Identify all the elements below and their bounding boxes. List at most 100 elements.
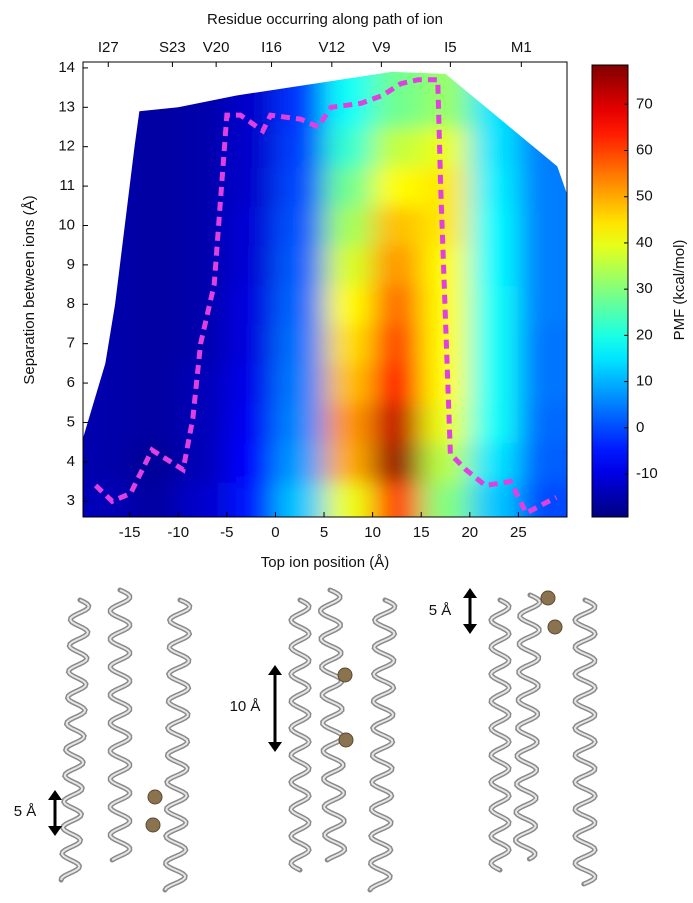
helix xyxy=(107,587,133,863)
pmf-cell xyxy=(324,323,374,365)
pmf-cell xyxy=(372,127,423,168)
pmf-cell xyxy=(518,481,567,518)
molecular-panels xyxy=(48,587,598,893)
pmf-cell xyxy=(129,205,180,247)
plot-frame xyxy=(82,61,568,518)
pmf-cell xyxy=(518,442,567,483)
pmf-cell xyxy=(372,363,423,404)
pmf-cell xyxy=(372,323,423,365)
pmf-cell xyxy=(518,284,567,325)
x-tick-label: 10 xyxy=(364,524,381,541)
pmf-cell xyxy=(83,127,131,168)
helix-highlight xyxy=(369,599,396,891)
contour-field xyxy=(83,71,567,518)
y-tick-label: 9 xyxy=(67,256,75,273)
colorbar xyxy=(591,64,629,518)
pmf-cell xyxy=(129,323,180,365)
pmf-cell xyxy=(518,402,567,444)
pmf-cell xyxy=(275,323,326,365)
ion xyxy=(338,732,354,748)
pmf-cell xyxy=(275,442,326,483)
pmf-cell xyxy=(275,402,326,444)
pmf-cell xyxy=(83,402,131,444)
arrow-head xyxy=(268,742,282,752)
distance-label: 5 Å xyxy=(429,602,452,619)
colorbar-label: PMF (kcal/mol) xyxy=(671,240,688,341)
top-tick-label: I16 xyxy=(261,39,282,56)
pmf-cell xyxy=(226,402,277,444)
y-tick-label: 6 xyxy=(67,374,75,391)
pmf-cell xyxy=(469,284,520,325)
colorbar-tick-label: 70 xyxy=(636,95,653,112)
pmf-cell xyxy=(469,402,520,444)
pmf-cell xyxy=(178,127,228,168)
y-tick-label: 5 xyxy=(67,413,75,430)
pmf-cell xyxy=(324,245,374,286)
pmf-cell xyxy=(226,363,277,404)
pmf-cell xyxy=(372,402,423,444)
pmf-cell xyxy=(324,363,374,404)
x-axis-label: Top ion position (Å) xyxy=(261,554,389,571)
pmf-cell xyxy=(372,166,423,207)
pmf-cell xyxy=(469,166,520,207)
pmf-cell xyxy=(275,127,326,168)
pmf-cell xyxy=(275,245,326,286)
pmf-cell xyxy=(469,323,520,365)
pmf-cell xyxy=(421,166,471,207)
pmf-cell xyxy=(469,481,520,518)
arrow-head xyxy=(268,665,282,675)
ion xyxy=(145,817,161,833)
pmf-cell xyxy=(324,442,374,483)
helix-highlight xyxy=(164,599,191,891)
pmf-cell xyxy=(226,284,277,325)
ion xyxy=(540,590,556,606)
helix-highlight xyxy=(109,589,131,861)
top-tick-label: I27 xyxy=(98,39,119,56)
helix-highlight xyxy=(489,599,511,871)
pmf-cell xyxy=(469,363,520,404)
pmf-cell xyxy=(226,127,277,168)
pmf-cell xyxy=(469,127,520,168)
pmf-cell xyxy=(129,402,180,444)
pmf-cell xyxy=(129,127,180,168)
y-tick-label: 12 xyxy=(58,138,75,155)
pmf-cell xyxy=(178,481,228,518)
pmf-cell xyxy=(83,442,131,483)
pmf-cell xyxy=(226,166,277,207)
pmf-cell xyxy=(324,205,374,247)
pmf-cell xyxy=(421,205,471,247)
pmf-cell xyxy=(83,481,131,518)
helix-highlight xyxy=(289,599,311,871)
top-tick-label: V9 xyxy=(372,39,390,56)
arrow-head xyxy=(463,588,477,598)
y-tick-label: 8 xyxy=(67,295,75,312)
x-tick-label: -10 xyxy=(167,524,189,541)
pmf-cell xyxy=(129,481,180,518)
x-tick-label: 5 xyxy=(320,524,328,541)
distance-label: 10 Å xyxy=(230,698,261,715)
pmf-cell xyxy=(226,481,277,518)
arrow-head xyxy=(463,624,477,634)
pmf-cell xyxy=(178,402,228,444)
arrow-head xyxy=(48,790,62,800)
pmf-cell xyxy=(275,284,326,325)
colorbar-tick-label: 50 xyxy=(636,188,653,205)
pmf-cell xyxy=(275,205,326,247)
y-tick-label: 11 xyxy=(59,177,75,194)
x-tick-label: 15 xyxy=(413,524,430,541)
helix xyxy=(572,597,598,887)
helix-highlight xyxy=(60,599,90,881)
pmf-cell xyxy=(421,481,471,518)
pmf-cell xyxy=(421,284,471,325)
y-tick-label: 13 xyxy=(58,98,75,115)
colorbar-tick-label: 60 xyxy=(636,141,653,158)
pmf-cell xyxy=(372,481,423,518)
colorbar-tick-label: 20 xyxy=(636,326,653,343)
x-tick-label: -15 xyxy=(119,524,141,541)
x-tick-label: 20 xyxy=(461,524,478,541)
top-tick-label: M1 xyxy=(511,39,532,56)
colorbar-tick-label: 0 xyxy=(636,419,644,436)
pmf-cell xyxy=(129,284,180,325)
colorbar-tick-label: 30 xyxy=(636,280,653,297)
